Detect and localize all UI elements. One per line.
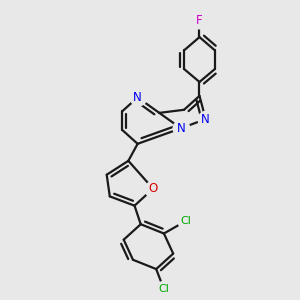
Text: N: N <box>201 112 210 126</box>
Text: N: N <box>177 122 185 135</box>
Text: O: O <box>148 182 158 195</box>
Text: F: F <box>196 14 203 27</box>
Text: N: N <box>133 91 142 104</box>
Text: Cl: Cl <box>158 284 169 294</box>
Text: Cl: Cl <box>180 216 191 226</box>
